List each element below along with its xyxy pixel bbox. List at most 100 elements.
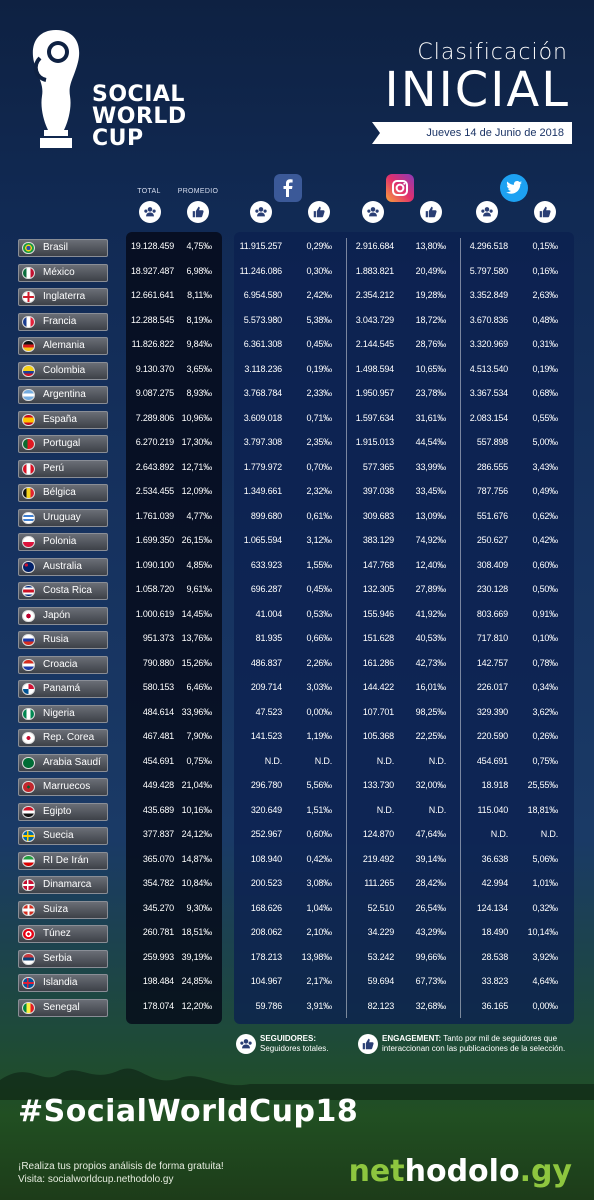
cell-tw: 308.409 [476,559,508,570]
cell-tw-e: 0,75‰ [532,755,558,766]
thumbs-up-icon [534,201,556,223]
cell-ig: 124.870 [362,829,394,839]
cell-total: 951.373 [142,633,174,643]
cell-fb: 104.967 [250,976,282,986]
cell-ig: 107.701 [362,706,394,717]
cell-total: 580.153 [142,682,174,692]
cell-fb: 41.004 [255,608,283,619]
table-row: Croacia 790.880 15,26‰ 486.837 2,26‰ 161.286 4… [0,653,594,677]
table-row: Perú 2.643.892 12,71‰ 1.779.972 0,70‰ 577.365… [0,457,594,481]
flag-icon [22,462,35,475]
hashtag: #SocialWorldCup18 [18,1094,359,1129]
cell-tw-e: 0,31‰ [532,339,558,349]
cell-ig: 34.229 [367,927,395,937]
cell-avg: 6,46‰ [186,682,212,692]
footer-text: ¡Realiza tus propios análisis de forma g… [18,1161,224,1185]
thumbs-up-icon [187,201,209,223]
cell-fb-e: 0,42‰ [306,853,332,864]
cell-tw: 3.367.534 [469,388,508,398]
cell-ig-e: 99,66‰ [415,951,447,962]
cell-tw: 551.676 [476,510,508,521]
cell-ig: 151.628 [362,633,394,643]
cell-avg: 18,51‰ [181,927,213,937]
cell-tw: 717.810 [476,633,508,643]
cell-tw: 230.128 [476,584,508,594]
cell-ig: 161.286 [362,657,394,668]
cell-total: 1.761.039 [135,510,174,521]
cell-fb-e: 0,19‰ [306,363,332,374]
cell-ig: 397.038 [362,486,394,496]
cell-tw-e: 1,01‰ [532,878,558,888]
cell-avg: 4,77‰ [186,510,212,521]
table-row: Rep. Corea 467.481 7,90‰ 141.523 1,19‰ 105.36… [0,726,594,750]
cell-ig-e: 40,53‰ [415,633,447,643]
table-row: Serbia 259.993 39,19‰ 178.213 13,98‰ 53.242 99… [0,947,594,971]
cell-avg: 4,75‰ [186,241,212,251]
cell-fb-e: 3,03‰ [306,682,332,692]
cell-total: 12.661.641 [130,290,174,300]
cell-ig-e: 98,25‰ [415,706,447,717]
table-row: Inglaterra 12.661.641 8,11‰ 6.954.580 2,42‰ 2… [0,285,594,309]
cell-tw: 803.669 [476,608,508,619]
cell-tw: 33.823 [481,976,509,986]
cell-tw-e: 5,00‰ [532,437,558,447]
cell-total: 9.087.275 [135,388,174,398]
col-promedio-label: PROMEDIO [177,188,219,195]
cell-fb: 208.062 [250,927,282,937]
table-row: Suiza 345.270 9,30‰ 168.626 1,04‰ 52.510 26,54… [0,898,594,922]
flag-icon [22,438,35,450]
footer-link[interactable]: Visita: socialworldcup.nethodolo.gy [18,1174,174,1185]
cell-tw-e: 25,55‰ [527,780,559,790]
country-label: España [18,410,108,429]
table-row: México 18.927.487 6,98‰ 11.246.086 0,30‰ 1.88… [0,261,594,285]
cell-fb: 47.523 [255,706,283,717]
cell-fb: 1.779.972 [243,461,282,472]
country-name: Francia [43,315,77,327]
country-label: Serbia [18,949,108,968]
cell-ig: 52.510 [367,902,395,913]
crowd-silhouette [0,1068,594,1100]
cell-avg: 14,45‰ [181,608,213,619]
cell-total: 365.070 [142,853,174,864]
cell-total: 1.699.350 [135,535,174,545]
cell-tw-e: 4,64‰ [532,976,558,986]
col-total-label: TOTAL [137,188,161,195]
flag-icon [22,242,35,254]
flag-icon [22,413,35,426]
twitter-icon [500,174,528,202]
cell-tw-e: 0,16‰ [532,265,558,276]
thumbs-up-icon [358,1034,378,1054]
cell-fb: 1.349.661 [243,486,282,496]
country-label: Francia [18,312,108,331]
cell-tw: 5.797.580 [469,265,508,276]
country-name: Senegal [43,1001,80,1013]
trophy-icon [32,30,80,148]
flag-icon [22,1001,35,1014]
country-label: Inglaterra [18,288,108,306]
cell-fb: 3.768.784 [243,388,282,398]
country-name: Suiza [43,903,69,915]
cell-tw: 4.296.518 [469,241,508,251]
cell-tw: 42.994 [481,878,509,888]
cell-fb: 696.287 [250,584,282,594]
cell-avg: 17,30‰ [181,437,213,447]
cell-ig: 2.916.684 [355,241,394,251]
cell-fb: 1.065.594 [243,535,282,545]
cell-tw-e: 0,10‰ [532,633,558,643]
country-name: Arabia Saudí [43,756,101,768]
country-label: Rusia [18,631,108,649]
country-name: España [43,413,77,425]
table-row: Japón 1.000.619 14,45‰ 41.004 0,53‰ 155.946 41… [0,604,594,628]
cell-fb-e: 0,66‰ [306,633,332,643]
cell-tw-e: N.D. [540,829,558,839]
cell-tw-e: 0,60‰ [532,559,558,570]
facebook-icon [274,174,302,202]
cell-total: 449.428 [142,780,174,790]
cell-total: 260.781 [142,927,174,937]
cell-avg: 12,71‰ [181,461,213,472]
table-row: Egipto 435.689 10,16‰ 320.649 1,51‰ N.D. N.D. 1… [0,800,594,824]
cell-ig: 133.730 [362,780,394,790]
table-row: Túnez 260.781 18,51‰ 208.062 2,10‰ 34.229 43,2… [0,922,594,946]
cell-ig-e: 10,65‰ [415,363,447,374]
cell-fb-e: 2,33‰ [306,388,332,398]
